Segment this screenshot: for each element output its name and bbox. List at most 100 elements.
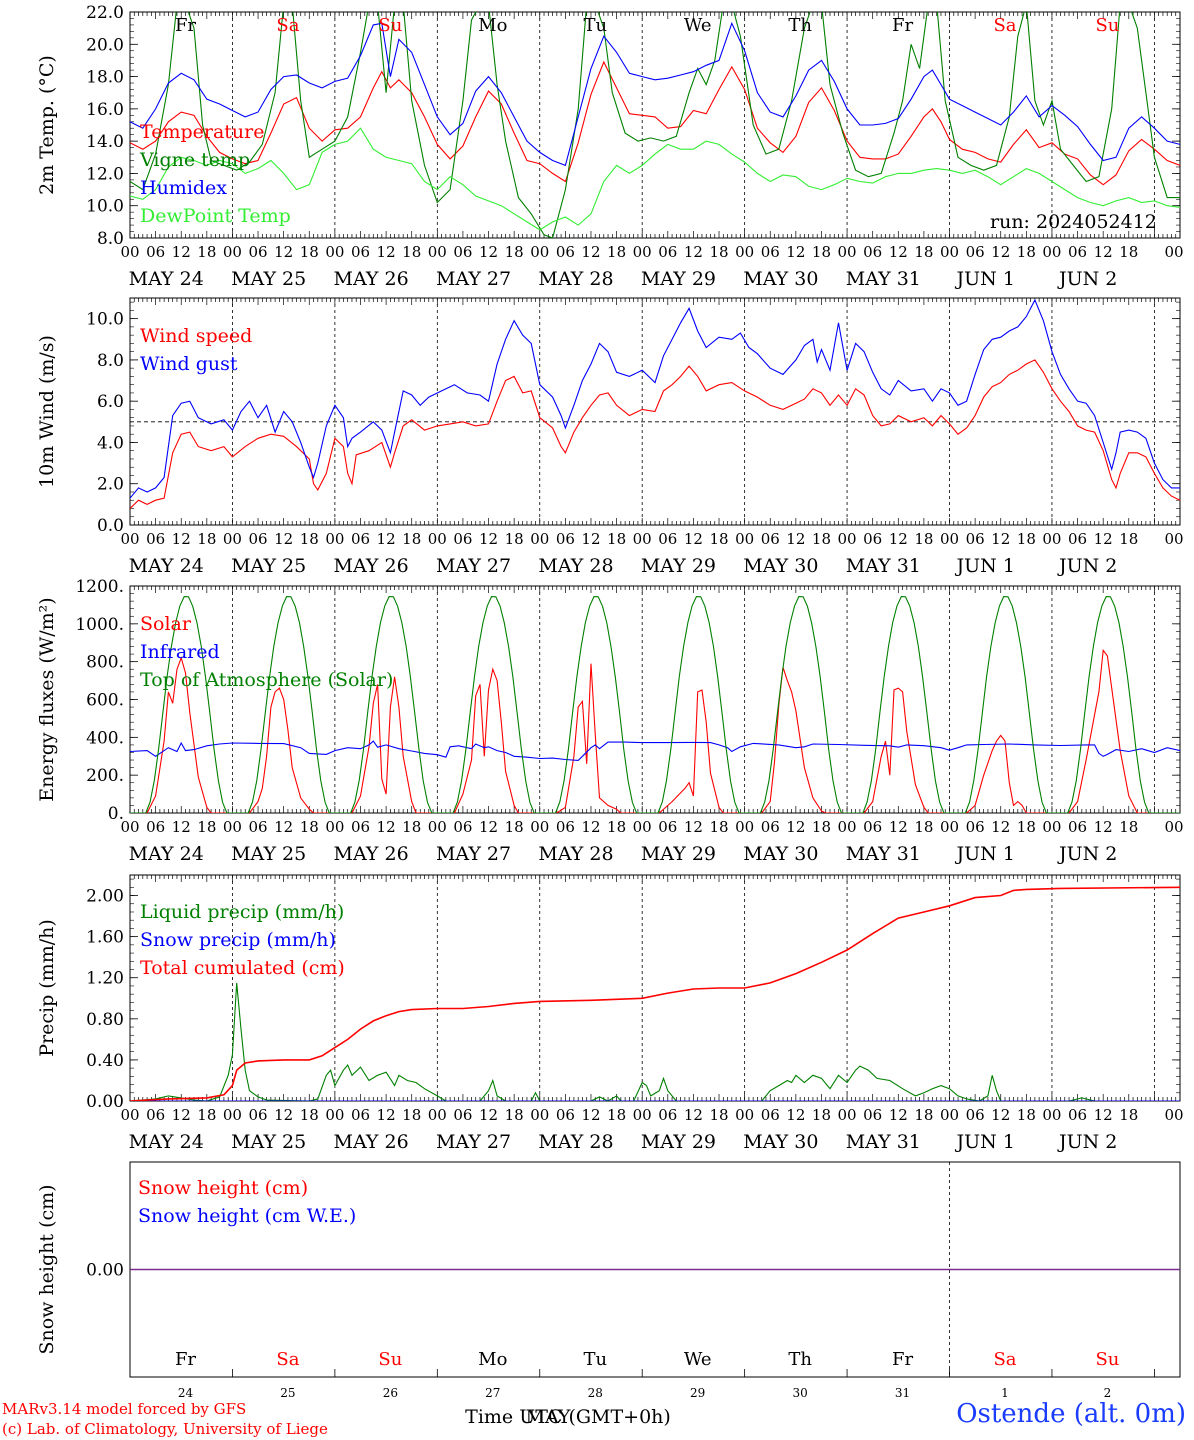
weekday-label: We [684,1349,712,1370]
hour-tick-label: 06 [658,243,677,261]
plot-frame [129,585,1181,814]
legend-entry: Wind speed [140,325,252,347]
hour-tick-label: 12 [889,243,908,261]
series-group [130,596,1180,813]
hour-tick-label: 18 [1119,243,1138,261]
day-number-label: 25 [280,1386,295,1400]
date-label: MAY 27 [436,268,511,290]
weekday-label: Fr [892,1349,913,1370]
date-label: MAY 31 [846,268,921,290]
hour-tick-label: 00 [530,1106,549,1124]
hour-tick-label: 06 [863,530,882,548]
hour-tick-label: 00 [223,1106,242,1124]
hour-tick-label: 06 [863,1106,882,1124]
date-label: MAY 28 [538,843,613,865]
day-number-label: 1 [1001,1386,1009,1400]
y-axis-title: Energy fluxes (W/m²) [36,597,58,801]
y-tick-label: 18.0 [86,68,124,88]
hour-tick-label: 18 [1017,818,1036,836]
hour-tick-label: 12 [274,243,293,261]
hour-tick-label: 00 [940,530,959,548]
hour-tick-label: 00 [838,818,857,836]
hour-tick-label: 12 [172,243,191,261]
date-label: MAY 27 [436,555,511,577]
weekday-label: Sa [276,1349,299,1370]
lab-credit: (c) Lab. of Climatology, University of L… [2,1420,328,1438]
day-number-label: 26 [383,1386,398,1400]
hour-tick-label: 12 [377,818,396,836]
hour-tick-label: 12 [786,1106,805,1124]
y-tick-label: 10.0 [86,197,124,217]
hour-tick-label: 18 [709,530,728,548]
y-tick-label: 22.0 [86,3,124,23]
y-tick-label: 12.0 [86,164,124,184]
hour-tick-label: 06 [453,1106,472,1124]
date-label: MAY 27 [436,1131,511,1153]
hour-tick-label: 18 [505,1106,524,1124]
hour-tick-label: 06 [556,1106,575,1124]
hour-tick-label: 06 [351,1106,370,1124]
hour-tick-label: 18 [607,243,626,261]
hour-tick-label: 18 [402,818,421,836]
x-axis-title-overlay: MAY [526,1406,571,1428]
weekday-label: Mo [478,1349,507,1370]
date-label: MAY 24 [129,1131,204,1153]
hour-tick-label: 18 [812,530,831,548]
series-temperature [130,60,1180,186]
hour-tick-label: 00 [223,243,242,261]
weekday-label: Su [378,15,402,36]
weekday-label: Su [1095,15,1119,36]
weekday-label: Fr [892,15,913,36]
hour-tick-label: 12 [1094,818,1113,836]
series-total-cumulated-cm [130,886,1180,1101]
hour-tick-label: 18 [914,818,933,836]
weekday-label: Tu [583,1349,607,1370]
date-label: MAY 25 [231,1131,306,1153]
hour-tick-label: 18 [914,243,933,261]
date-label: MAY 29 [641,1131,716,1153]
hour-tick-label: 00 [735,818,754,836]
y-tick-label: 6.0 [97,392,124,412]
hour-tick-label: 18 [505,243,524,261]
hour-tick-label: 06 [556,530,575,548]
weekday-label: Mo [478,15,507,36]
weekday-label: Tu [583,15,607,36]
hour-tick-label: 12 [274,818,293,836]
weekday-label: Th [788,1349,812,1370]
date-label: MAY 29 [641,843,716,865]
hour-tick-label: 00 [633,818,652,836]
legend-entry: Wind gust [140,353,238,375]
date-label: MAY 26 [334,268,409,290]
hour-tick-label: 00 [735,1106,754,1124]
legend-entry: Temperature [140,121,264,143]
panel-1: 8.0 10.0 12.0 14.0 16.0 18.0 20.0 22.0 2m Temp. … [36,3,1184,290]
hour-tick-label: 12 [274,1106,293,1124]
hour-tick-label: 06 [453,243,472,261]
station-title: Ostende (alt. 0m) [956,1399,1186,1429]
hour-tick-label: 00 [120,243,139,261]
hour-tick-label: 12 [889,1106,908,1124]
hour-tick-label: 00 [1042,530,1061,548]
hour-tick-label: 18 [197,1106,216,1124]
hour-tick-label: 12 [274,530,293,548]
hour-tick-label: 12 [172,530,191,548]
legend-entry: Infrared [140,641,220,663]
hour-tick-label: 00 [1042,1106,1061,1124]
hour-tick-label: 12 [172,818,191,836]
hour-tick-label: 18 [402,1106,421,1124]
hour-tick-label: 00 [1042,818,1061,836]
series-wind-gust [130,298,1180,499]
date-label: MAY 25 [231,268,306,290]
hour-tick-label: 00 [325,243,344,261]
hour-tick-label: 18 [402,243,421,261]
hour-tick-label: 06 [1068,530,1087,548]
day-number-label: 30 [792,1386,807,1400]
hour-tick-label: 06 [249,530,268,548]
y-tick-label: 8.0 [97,229,124,249]
hour-tick-label: 12 [479,243,498,261]
legend-entry: Top of Atmosphere (Solar) [140,669,393,691]
y-tick-label: 4.0 [97,433,124,453]
hour-tick-label: 18 [197,530,216,548]
date-label: MAY 31 [846,1131,921,1153]
